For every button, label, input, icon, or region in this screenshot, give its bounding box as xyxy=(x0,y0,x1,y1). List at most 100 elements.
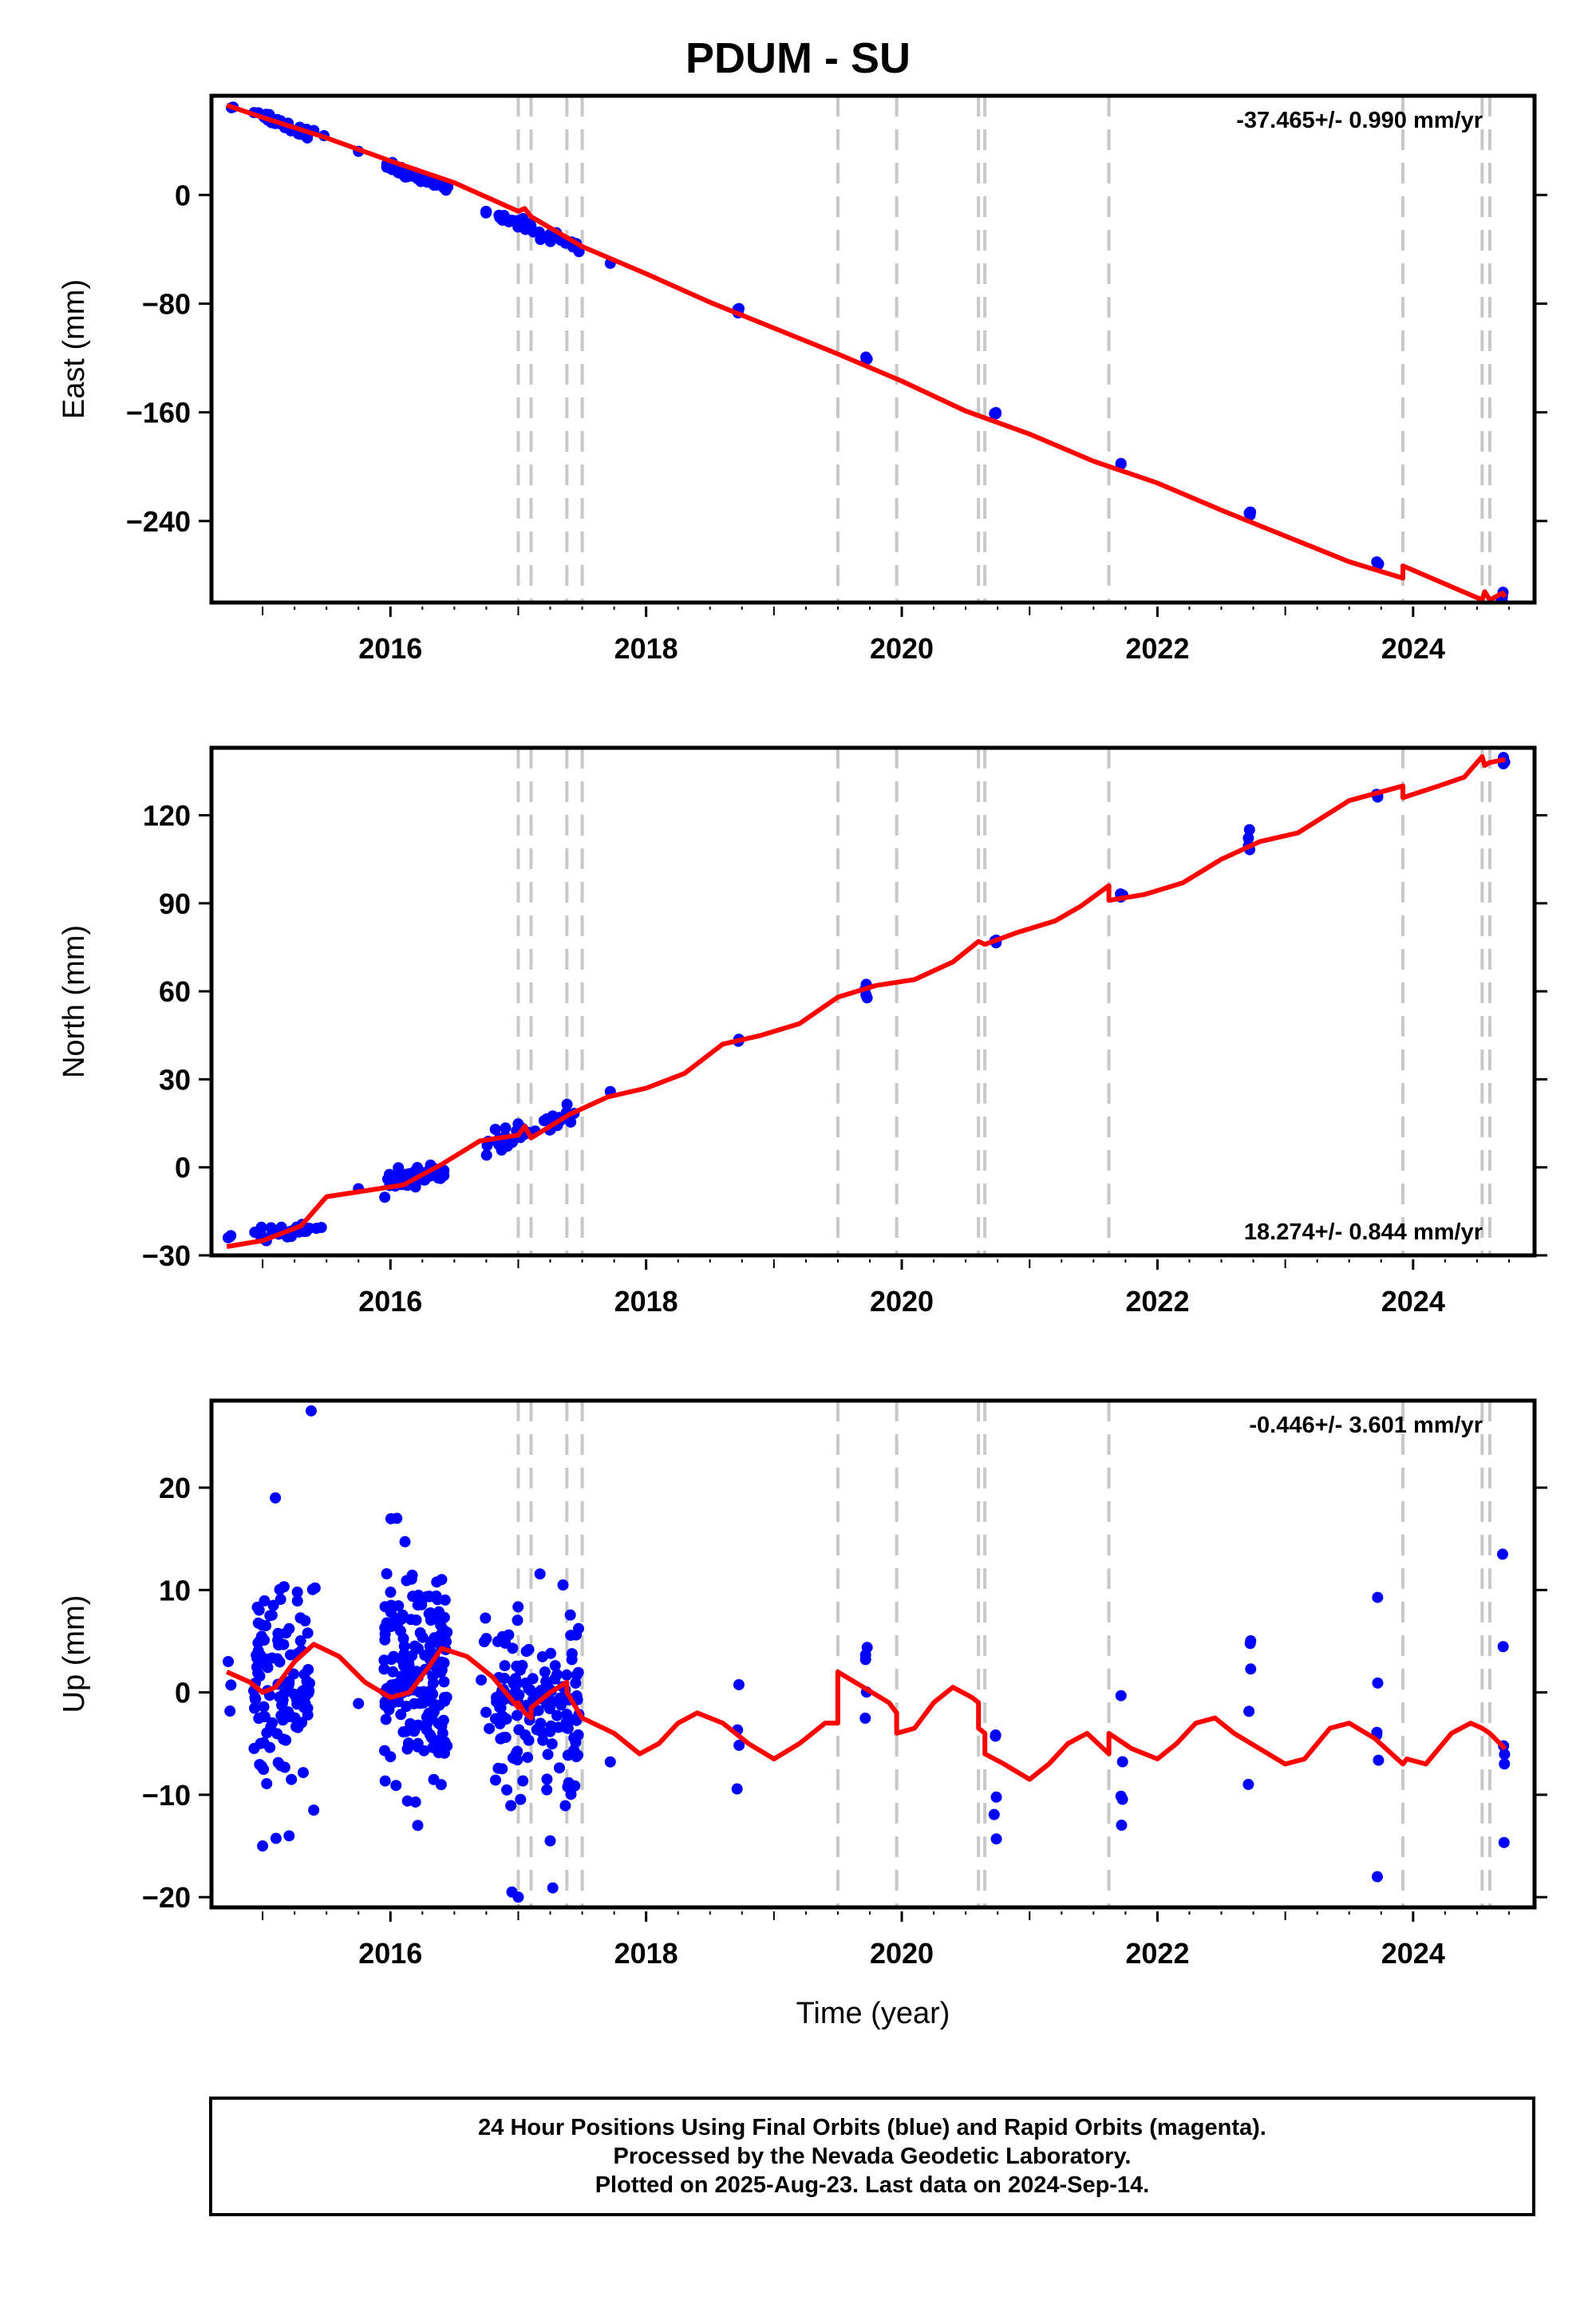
up-data-point-480 xyxy=(1116,1756,1128,1768)
north-y-tick-label-3: 30 xyxy=(159,1063,191,1096)
up-data-point-294 xyxy=(396,1613,408,1625)
up-data-point-234 xyxy=(380,1713,392,1725)
up-data-point-503 xyxy=(512,1891,524,1903)
up-data-point-303 xyxy=(379,1696,391,1708)
up-data-point-373 xyxy=(547,1882,559,1894)
up-data-point-423 xyxy=(492,1635,504,1647)
up-data-point-112 xyxy=(304,1678,316,1690)
east-data-point-102 xyxy=(480,206,492,218)
up-data-point-61 xyxy=(271,1653,283,1665)
up-data-point-456 xyxy=(571,1690,583,1702)
up-data-point-342 xyxy=(515,1793,527,1805)
east-data-point-134 xyxy=(505,214,517,226)
up-data-point-352 xyxy=(523,1734,535,1746)
up-data-point-498 xyxy=(270,1492,282,1504)
up-data-point-122 xyxy=(302,1627,314,1639)
up-data-point-389 xyxy=(566,1648,578,1660)
east-data-point-141 xyxy=(519,219,531,231)
up-frame xyxy=(209,1398,1537,1910)
east-x-tick-label-1: 2018 xyxy=(614,632,678,665)
up-data-point-420 xyxy=(520,1646,532,1658)
up-data-point-465 xyxy=(731,1783,743,1795)
up-data-point-146 xyxy=(436,1574,448,1586)
up-data-point-276 xyxy=(440,1691,452,1703)
up-data-point-497 xyxy=(305,1405,317,1417)
up-data-point-319 xyxy=(505,1800,517,1812)
up-data-point-478 xyxy=(1115,1690,1127,1701)
up-data-point-26 xyxy=(270,1832,282,1844)
up-data-point-310 xyxy=(480,1612,492,1624)
up-x-tick-label-2: 2020 xyxy=(870,1937,934,1970)
up-data-point-299 xyxy=(410,1666,422,1678)
up-data-point-427 xyxy=(554,1696,566,1708)
up-data-point-425 xyxy=(559,1800,571,1812)
up-data-point-410 xyxy=(564,1609,576,1621)
up-data-point-359 xyxy=(539,1666,551,1678)
up-data-point-54 xyxy=(261,1777,273,1789)
up-data-point-486 xyxy=(1243,1705,1255,1717)
north-data-point-68 xyxy=(379,1192,391,1203)
up-data-point-504 xyxy=(544,1835,556,1847)
up-data-point-372 xyxy=(511,1709,523,1721)
up-data-point-405 xyxy=(542,1749,554,1761)
north-x-tick-label-2: 2020 xyxy=(870,1285,934,1318)
up-data-point-496 xyxy=(1499,1758,1511,1770)
up-data-point-90 xyxy=(249,1691,261,1703)
up-data-point-396 xyxy=(537,1734,549,1746)
up-data-point-106 xyxy=(291,1587,303,1599)
north-data-point-83 xyxy=(381,1173,393,1185)
up-data-point-257 xyxy=(421,1717,433,1729)
up-data-point-2 xyxy=(225,1679,237,1691)
up-y-tick-label-3: −10 xyxy=(142,1779,191,1812)
north-data-point-130 xyxy=(496,1144,508,1156)
up-data-point-246 xyxy=(423,1591,435,1603)
up-data-point-309 xyxy=(484,1722,496,1734)
up-data-point-99 xyxy=(272,1627,284,1639)
up-data-point-501 xyxy=(391,1512,403,1524)
up-data-point-84 xyxy=(262,1662,274,1674)
up-data-point-473 xyxy=(988,1808,1000,1820)
up-data-point-413 xyxy=(535,1717,547,1729)
up-data-point-485 xyxy=(1245,1635,1257,1647)
up-data-point-279 xyxy=(433,1717,444,1729)
up-data-point-301 xyxy=(381,1568,393,1580)
north-data-point-96 xyxy=(489,1124,501,1136)
up-data-point-445 xyxy=(562,1749,574,1761)
up-data-point-73 xyxy=(283,1830,295,1842)
up-data-point-463 xyxy=(733,1739,745,1751)
up-data-point-232 xyxy=(412,1820,424,1832)
up-data-point-307 xyxy=(480,1706,492,1718)
up-data-point-133 xyxy=(378,1663,390,1675)
up-data-point-490 xyxy=(1371,1726,1383,1738)
up-data-point-464 xyxy=(733,1678,745,1690)
up-data-point-302 xyxy=(397,1726,409,1738)
up-data-point-291 xyxy=(409,1721,421,1733)
up-data-point-115 xyxy=(255,1649,267,1661)
up-data-point-93 xyxy=(256,1761,268,1773)
east-y-tick-label-3: −240 xyxy=(126,505,191,538)
up-data-point-300 xyxy=(428,1697,440,1709)
up-x-tick-label-0: 2016 xyxy=(358,1937,422,1970)
north-y-tick-label-0: 120 xyxy=(143,800,191,832)
up-data-point-436 xyxy=(546,1738,558,1750)
up-data-point-35 xyxy=(302,1663,314,1675)
up-data-point-233 xyxy=(401,1575,413,1587)
north-y-axis-label: North (mm) xyxy=(57,925,91,1078)
up-data-point-59 xyxy=(278,1581,290,1593)
north-data-point-151 xyxy=(1243,824,1255,836)
up-data-point-268 xyxy=(393,1600,405,1612)
up-data-point-107 xyxy=(290,1694,302,1705)
up-data-point-124 xyxy=(306,1583,318,1595)
east-rate-label: -37.465+/- 0.990 mm/yr xyxy=(1236,108,1483,133)
up-data-point-267 xyxy=(390,1780,402,1792)
up-data-point-158 xyxy=(417,1631,429,1643)
up-data-point-295 xyxy=(433,1606,445,1618)
north-y-tick-label-4: 0 xyxy=(175,1152,191,1184)
up-data-point-277 xyxy=(395,1653,407,1665)
east-data-point-158 xyxy=(1244,509,1256,521)
east-data-point-154 xyxy=(1115,457,1127,469)
up-data-point-120 xyxy=(280,1627,292,1639)
up-data-point-489 xyxy=(1372,1677,1384,1689)
up-x-tick-label-1: 2018 xyxy=(614,1937,678,1970)
up-data-point-108 xyxy=(298,1701,310,1713)
